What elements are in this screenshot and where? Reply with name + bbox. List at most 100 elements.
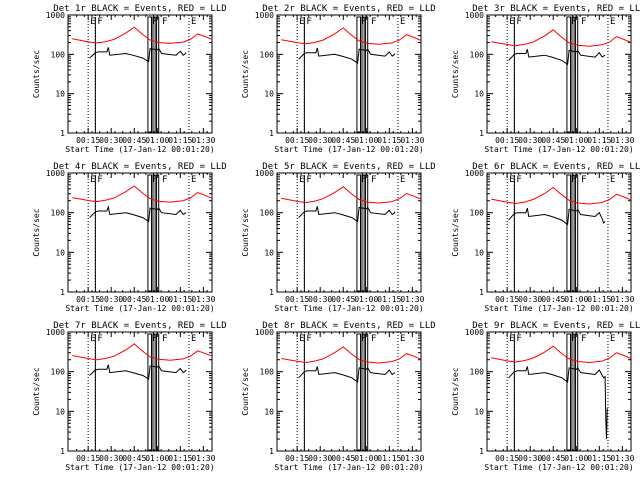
x-tick-label: 00:30 (99, 454, 123, 463)
detector-panel-3: Det 3r BLACK = Events, RED = LLD 1 10 100 10… (451, 4, 640, 154)
events-series-line (508, 49, 606, 66)
plot-frame (486, 331, 632, 452)
x-tick-label: 00:15 (285, 136, 309, 145)
events-series-line (89, 364, 187, 380)
y-tick-label: 1 (479, 447, 484, 456)
y-tick-label: 10 (474, 407, 484, 416)
lld-series-line (281, 346, 422, 364)
marker-label: F (516, 334, 521, 344)
lld-series-line (281, 27, 422, 45)
x-tick-label: 00:45 (331, 454, 355, 463)
x-tick-label: 00:15 (285, 295, 309, 304)
y-tick-label: 1000 (465, 169, 484, 178)
marker-label: E (191, 175, 196, 185)
dropout-box (152, 16, 156, 133)
marker-label: E (400, 334, 405, 344)
y-tick-label: 100 (470, 209, 485, 218)
y-tick-label: 10 (55, 90, 65, 99)
y-tick-label: 100 (470, 50, 485, 59)
events-series-line (508, 366, 608, 440)
x-axis-label: Start Time (17-Jan-12 00:01:20) (65, 304, 214, 313)
dropout-box (566, 16, 572, 133)
dropout-box (365, 16, 369, 133)
events-series-line (298, 366, 396, 383)
x-tick-label: 00:15 (495, 295, 519, 304)
x-tick-label: 00:30 (518, 136, 542, 145)
x-tick-label: 01:30 (400, 454, 424, 463)
x-tick-label: 01:15 (587, 295, 611, 304)
marker-label: E (299, 175, 304, 185)
marker-label: E (191, 334, 196, 344)
x-tick-label: 01:15 (587, 136, 611, 145)
y-tick-label: 100 (260, 50, 275, 59)
y-tick-label: 1000 (46, 11, 65, 20)
marker-label: F (361, 334, 366, 344)
plot-frame (276, 331, 422, 452)
x-tick-label: 00:30 (308, 136, 332, 145)
dropout-box (356, 333, 362, 451)
marker-label: E (90, 17, 95, 27)
x-tick-label: 01:00 (145, 454, 169, 463)
x-tick-label: 01:00 (354, 454, 378, 463)
detector-panel-9: Det 9r BLACK = Events, RED = LLD 1 10 100 10… (451, 321, 640, 472)
x-axis-label: Start Time (17-Jan-12 00:01:20) (65, 463, 214, 472)
detector-panel-8: Det 8r BLACK = Events, RED = LLD 1 10 100 10… (241, 321, 436, 472)
x-tick-label: 01:00 (145, 295, 169, 304)
marker-label: F (162, 175, 167, 185)
marker-label: F (97, 17, 102, 27)
lld-series-line (72, 26, 213, 44)
x-tick-label: 01:15 (168, 295, 192, 304)
x-tick-label: 01:30 (610, 295, 634, 304)
x-tick-label: 01:00 (145, 136, 169, 145)
x-tick-label: 01:30 (400, 295, 424, 304)
dropout-box (152, 333, 156, 451)
marker-label: F (97, 175, 102, 185)
x-tick-label: 01:30 (610, 454, 634, 463)
x-tick-label: 01:15 (587, 454, 611, 463)
dropout-box (575, 174, 579, 292)
x-tick-label: 01:15 (377, 295, 401, 304)
x-axis-label: Start Time (17-Jan-12 00:01:20) (274, 463, 423, 472)
y-tick-label: 100 (470, 368, 485, 377)
x-tick-label: 00:45 (122, 295, 146, 304)
x-tick-label: 00:45 (331, 295, 355, 304)
marker-label: E (400, 17, 405, 27)
marker-label: F (361, 17, 366, 27)
dropout-box (361, 16, 365, 133)
x-tick-label: 00:30 (308, 295, 332, 304)
detector-panel-2: Det 2r BLACK = Events, RED = LLD 1 10 100 10… (241, 4, 436, 154)
detector-panel-6: Det 6r BLACK = Events, RED = LLD 1 10 100 10… (451, 162, 640, 313)
y-tick-label: 1000 (465, 328, 484, 337)
y-tick-label: 10 (474, 248, 484, 257)
y-tick-label: 1 (269, 447, 274, 456)
dropout-box (571, 333, 575, 451)
x-axis-label: Start Time (17-Jan-12 00:01:20) (274, 145, 423, 154)
y-tick-label: 100 (51, 368, 66, 377)
detector-panel-1: Det 1r BLACK = Events, RED = LLD 1 10 100 10… (32, 4, 227, 154)
x-axis-label: Start Time (17-Jan-12 00:01:20) (484, 463, 633, 472)
dropout-box (156, 174, 160, 292)
x-tick-label: 01:30 (191, 454, 215, 463)
x-tick-label: 00:45 (541, 454, 565, 463)
lld-series-line (491, 345, 632, 364)
x-tick-label: 01:00 (354, 136, 378, 145)
marker-label: F (371, 175, 376, 185)
x-tick-label: 00:15 (495, 136, 519, 145)
y-tick-label: 10 (55, 407, 65, 416)
x-tick-label: 00:15 (76, 295, 100, 304)
x-tick-label: 00:30 (99, 136, 123, 145)
panel-title: Det 1r BLACK = Events, RED = LLD (53, 4, 226, 14)
marker-label: F (581, 334, 586, 344)
marker-label: E (509, 175, 514, 185)
y-tick-label: 10 (264, 90, 274, 99)
y-axis-label: Counts/sec (32, 50, 41, 98)
marker-label: F (162, 17, 167, 27)
marker-label: F (152, 175, 157, 185)
marker-label: F (371, 17, 376, 27)
marker-label: F (162, 334, 167, 344)
plot-frame (67, 172, 213, 293)
marker-label: E (610, 175, 615, 185)
y-axis-label: Counts/sec (241, 208, 250, 256)
x-tick-label: 00:15 (76, 454, 100, 463)
